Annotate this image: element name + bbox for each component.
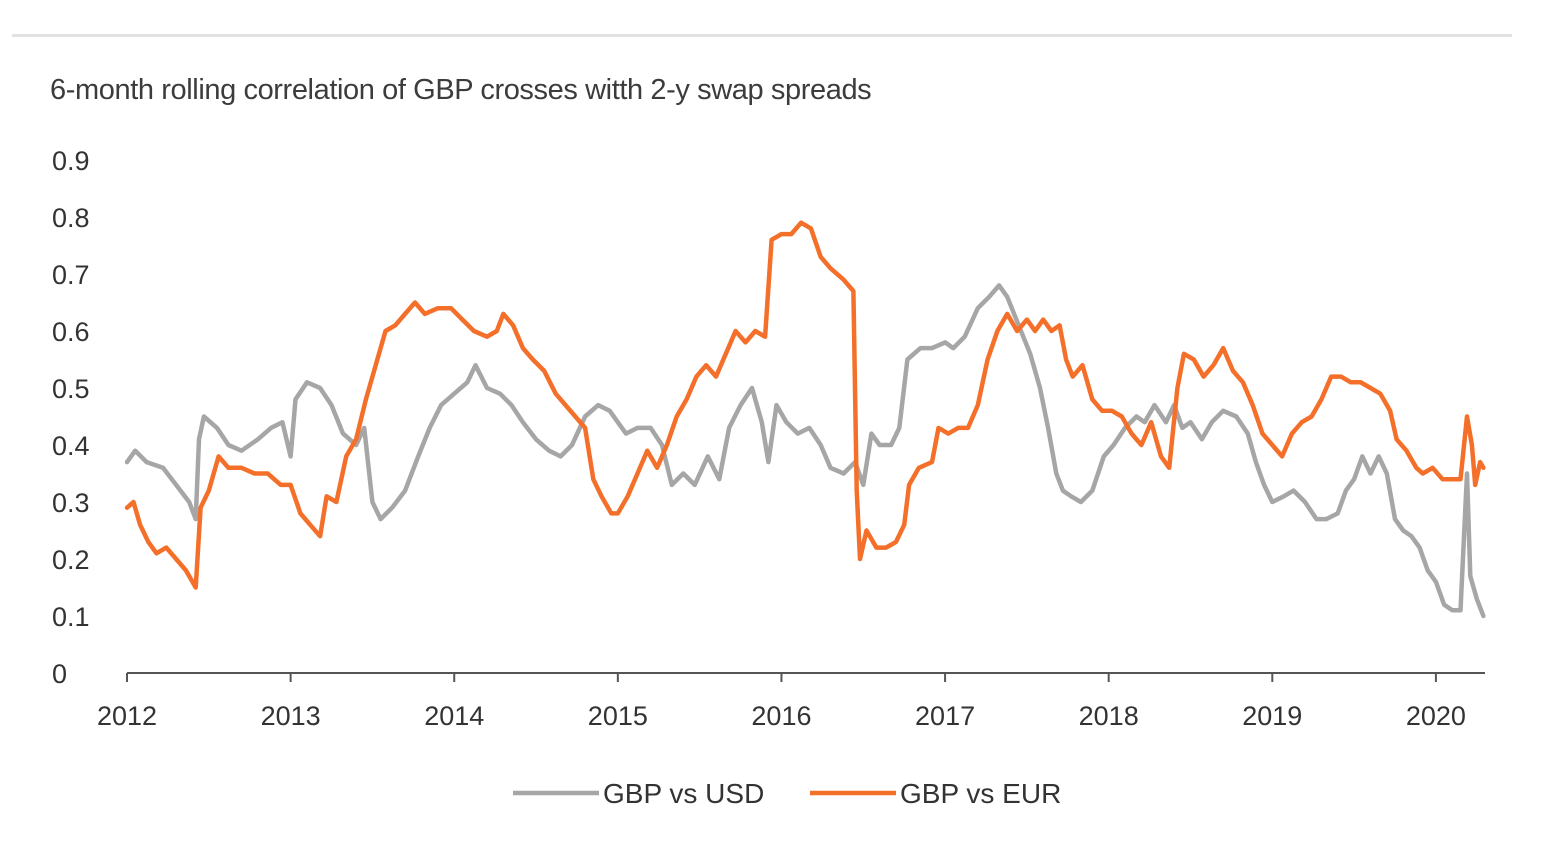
y-tick-label: 0.4 <box>52 431 90 461</box>
x-axis: 2012 2013 2014 2015 2016 2017 2018 2019 2020 <box>97 672 1485 731</box>
series-layer <box>124 220 1486 619</box>
y-tick-label: 0.3 <box>52 488 90 518</box>
y-tick-label: 0 <box>52 659 67 689</box>
series-line-gbp-vs-eur <box>124 220 1486 590</box>
x-tick-label: 2017 <box>915 701 975 731</box>
y-axis-labels: 0 0.1 0.2 0.3 0.4 0.5 0.6 0.7 0.8 0.9 <box>52 146 90 689</box>
x-tick-label: 2015 <box>588 701 648 731</box>
x-tick-label: 2020 <box>1406 701 1466 731</box>
y-tick-label: 0.8 <box>52 203 90 233</box>
y-tick-label: 0.7 <box>52 260 90 290</box>
legend-label: GBP vs USD <box>603 778 764 809</box>
series-line-gbp-vs-usd <box>124 283 1486 619</box>
x-tick-label: 2014 <box>424 701 484 731</box>
chart-title: 6-month rolling correlation of GBP cross… <box>50 74 872 106</box>
legend-label: GBP vs EUR <box>900 778 1061 809</box>
y-tick-label: 0.6 <box>52 317 90 347</box>
x-tick-label: 2012 <box>97 701 157 731</box>
x-tick-label: 2016 <box>751 701 811 731</box>
y-tick-label: 0.2 <box>52 545 90 575</box>
legend: GBP vs USD GBP vs EUR <box>513 778 1061 809</box>
x-tick-label: 2013 <box>261 701 321 731</box>
y-tick-label: 0.1 <box>52 602 90 632</box>
y-tick-label: 0.9 <box>52 146 90 176</box>
x-tick-label: 2018 <box>1079 701 1139 731</box>
y-tick-label: 0.5 <box>52 374 90 404</box>
top-divider <box>12 34 1512 37</box>
x-tick-label: 2019 <box>1242 701 1302 731</box>
